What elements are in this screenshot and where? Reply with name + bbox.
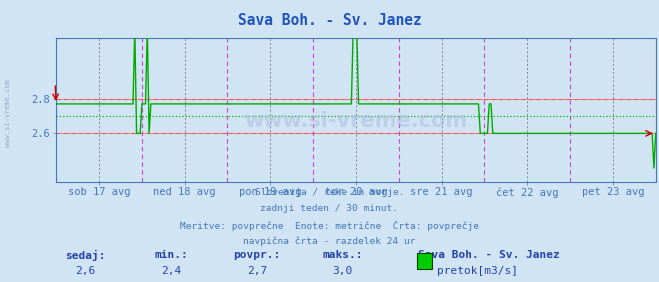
Text: Sava Boh. - Sv. Janez: Sava Boh. - Sv. Janez xyxy=(418,250,560,259)
Text: Slovenija / reke in morje.: Slovenija / reke in morje. xyxy=(255,188,404,197)
Text: zadnji teden / 30 minut.: zadnji teden / 30 minut. xyxy=(260,204,399,213)
Text: Sava Boh. - Sv. Janez: Sava Boh. - Sv. Janez xyxy=(238,13,421,28)
Text: 3,0: 3,0 xyxy=(333,266,353,276)
Text: www.si-vreme.com: www.si-vreme.com xyxy=(5,79,11,147)
Text: sedaj:: sedaj: xyxy=(65,250,106,261)
Text: maks.:: maks.: xyxy=(322,250,363,259)
Text: pretok[m3/s]: pretok[m3/s] xyxy=(437,266,518,276)
Text: 2,7: 2,7 xyxy=(247,266,267,276)
Text: www.si-vreme.com: www.si-vreme.com xyxy=(244,111,467,131)
Text: min.:: min.: xyxy=(154,250,188,259)
Text: navpična črta - razdelek 24 ur: navpična črta - razdelek 24 ur xyxy=(243,237,416,246)
Text: povpr.:: povpr.: xyxy=(233,250,281,259)
Text: Meritve: povprečne  Enote: metrične  Črta: povprečje: Meritve: povprečne Enote: metrične Črta:… xyxy=(180,220,479,231)
Text: 2,6: 2,6 xyxy=(76,266,96,276)
Text: 2,4: 2,4 xyxy=(161,266,181,276)
